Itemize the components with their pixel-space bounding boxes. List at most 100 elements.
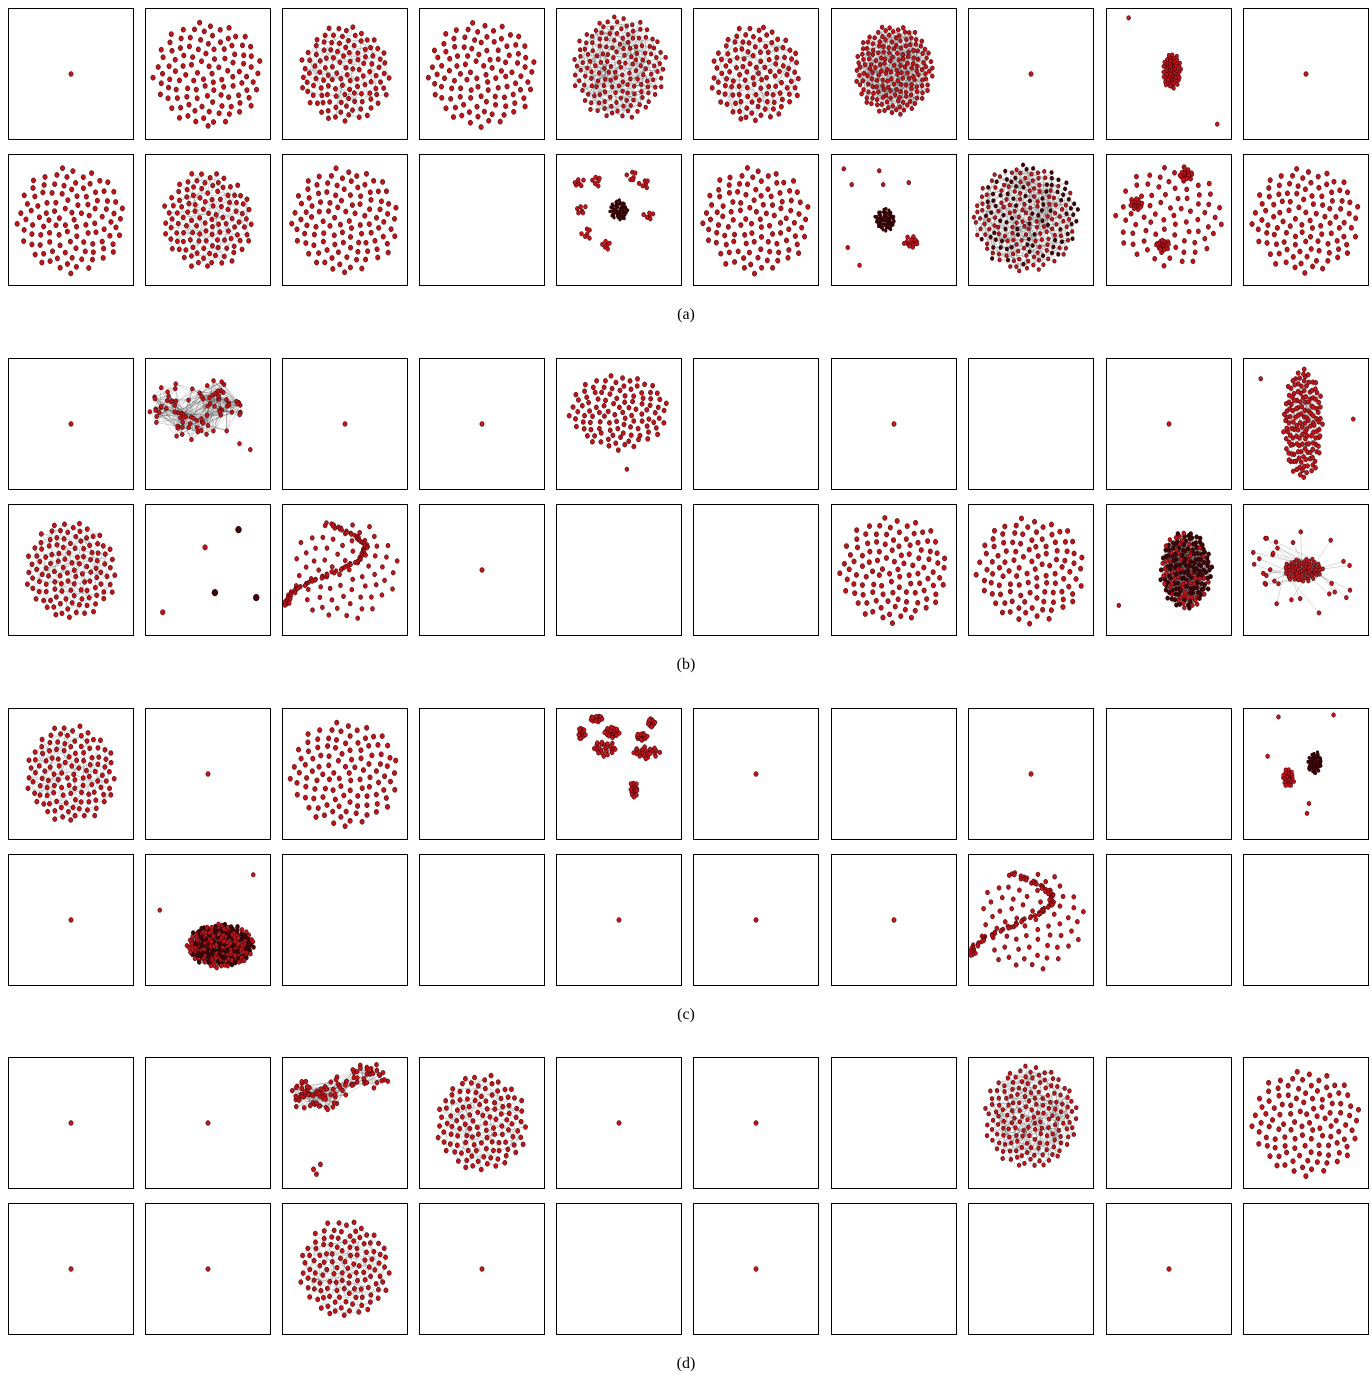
network-graph bbox=[1249, 166, 1361, 276]
network-graph bbox=[25, 723, 117, 823]
graph-thumbnail bbox=[145, 1057, 271, 1189]
network-graph bbox=[14, 165, 125, 277]
network-graph bbox=[1166, 1266, 1172, 1272]
network-graph bbox=[205, 771, 211, 777]
graph-thumbnail bbox=[556, 358, 682, 490]
network-graph bbox=[24, 520, 118, 620]
graph-thumbnail bbox=[1106, 358, 1232, 490]
network-graph bbox=[837, 515, 948, 626]
network-graph bbox=[694, 505, 818, 635]
graph-thumbnail bbox=[968, 504, 1094, 636]
network-graph bbox=[576, 713, 663, 800]
graph-thumbnail bbox=[693, 8, 819, 140]
network-graph bbox=[753, 917, 759, 923]
graph-thumbnail bbox=[282, 358, 408, 490]
network-graph bbox=[753, 1120, 759, 1126]
network-graph bbox=[1303, 71, 1309, 77]
network-graph bbox=[1265, 712, 1336, 816]
graph-thumbnail bbox=[693, 504, 819, 636]
graph-thumbnail bbox=[282, 8, 408, 140]
graph-thumbnail bbox=[968, 1057, 1094, 1189]
graph-thumbnail bbox=[8, 358, 134, 490]
network-graph bbox=[1244, 855, 1368, 985]
network-graph bbox=[854, 24, 935, 117]
graph-thumbnail bbox=[1106, 154, 1232, 286]
subfigure-caption: (c) bbox=[677, 1006, 695, 1023]
network-graph bbox=[1126, 15, 1220, 127]
network-graph bbox=[68, 1266, 74, 1272]
subfigure-caption: (b) bbox=[676, 656, 696, 673]
graph-thumbnail bbox=[8, 154, 134, 286]
network-graph bbox=[1166, 421, 1172, 427]
network-graph bbox=[1107, 709, 1231, 839]
subfigure-caption: (a) bbox=[677, 306, 695, 323]
network-graph bbox=[694, 359, 818, 489]
network-graph bbox=[971, 162, 1080, 274]
graph-thumbnail bbox=[8, 1057, 134, 1189]
graph-thumbnail bbox=[968, 708, 1094, 840]
graph-thumbnail bbox=[1243, 1203, 1369, 1335]
network-graph bbox=[479, 421, 485, 427]
graph-thumbnail bbox=[419, 8, 545, 140]
graph-thumbnail bbox=[693, 854, 819, 986]
graph-thumbnail bbox=[145, 154, 271, 286]
network-graph bbox=[891, 421, 897, 427]
graph-thumbnail bbox=[831, 358, 957, 490]
network-graph bbox=[753, 771, 759, 777]
graph-thumbnail bbox=[693, 154, 819, 286]
graph-thumbnail bbox=[419, 154, 545, 286]
graph-thumbnail bbox=[556, 1203, 682, 1335]
network-graph bbox=[700, 165, 811, 277]
network-graph bbox=[969, 359, 1093, 489]
network-graph bbox=[342, 421, 348, 427]
graph-thumbnail bbox=[556, 708, 682, 840]
graph-thumbnail bbox=[1106, 1057, 1232, 1189]
network-graph bbox=[162, 171, 254, 269]
graph-thumbnail bbox=[556, 154, 682, 286]
graph-thumbnail bbox=[145, 504, 271, 636]
graph-thumbnail bbox=[968, 1203, 1094, 1335]
graph-thumbnail bbox=[831, 504, 957, 636]
graph-thumbnail bbox=[282, 1203, 408, 1335]
network-graph bbox=[832, 1204, 956, 1334]
network-graph bbox=[68, 71, 74, 77]
graph-thumbnail bbox=[1106, 504, 1232, 636]
graph-thumbnail bbox=[693, 1057, 819, 1189]
network-graph bbox=[205, 1266, 211, 1272]
network-graph bbox=[709, 24, 801, 124]
network-graph bbox=[1249, 1068, 1361, 1179]
graph-thumbnail bbox=[282, 504, 408, 636]
graph-thumbnail bbox=[556, 854, 682, 986]
graph-thumbnail bbox=[419, 854, 545, 986]
graph-thumbnail bbox=[419, 1057, 545, 1189]
graph-thumbnail bbox=[419, 358, 545, 490]
graph-thumbnail bbox=[831, 854, 957, 986]
graph-thumbnail bbox=[1243, 358, 1369, 490]
network-graph bbox=[572, 14, 668, 120]
graph-thumbnail bbox=[556, 1057, 682, 1189]
graph-thumbnail bbox=[1243, 1057, 1369, 1189]
graph-thumbnail bbox=[1243, 708, 1369, 840]
graph-thumbnail bbox=[282, 708, 408, 840]
graph-thumbnail bbox=[282, 854, 408, 986]
graph-thumbnail bbox=[693, 708, 819, 840]
network-graph bbox=[1028, 71, 1034, 77]
graph-thumbnail bbox=[831, 1203, 957, 1335]
graph-thumbnail bbox=[693, 1203, 819, 1335]
network-graph bbox=[160, 526, 260, 616]
network-graph bbox=[479, 1266, 485, 1272]
subfigure-caption: (d) bbox=[676, 1355, 696, 1372]
network-graph bbox=[969, 870, 1086, 972]
network-graph bbox=[1258, 366, 1356, 480]
network-graph bbox=[1107, 1058, 1231, 1188]
graph-thumbnail bbox=[145, 8, 271, 140]
graph-thumbnail bbox=[831, 708, 957, 840]
graph-thumbnail bbox=[693, 358, 819, 490]
network-graph bbox=[572, 169, 656, 252]
network-graph bbox=[1244, 1204, 1368, 1334]
graph-thumbnail bbox=[419, 1203, 545, 1335]
graph-thumbnail bbox=[145, 708, 271, 840]
network-graph bbox=[479, 567, 485, 573]
network-graph bbox=[298, 1219, 392, 1318]
network-graph bbox=[1251, 529, 1353, 616]
